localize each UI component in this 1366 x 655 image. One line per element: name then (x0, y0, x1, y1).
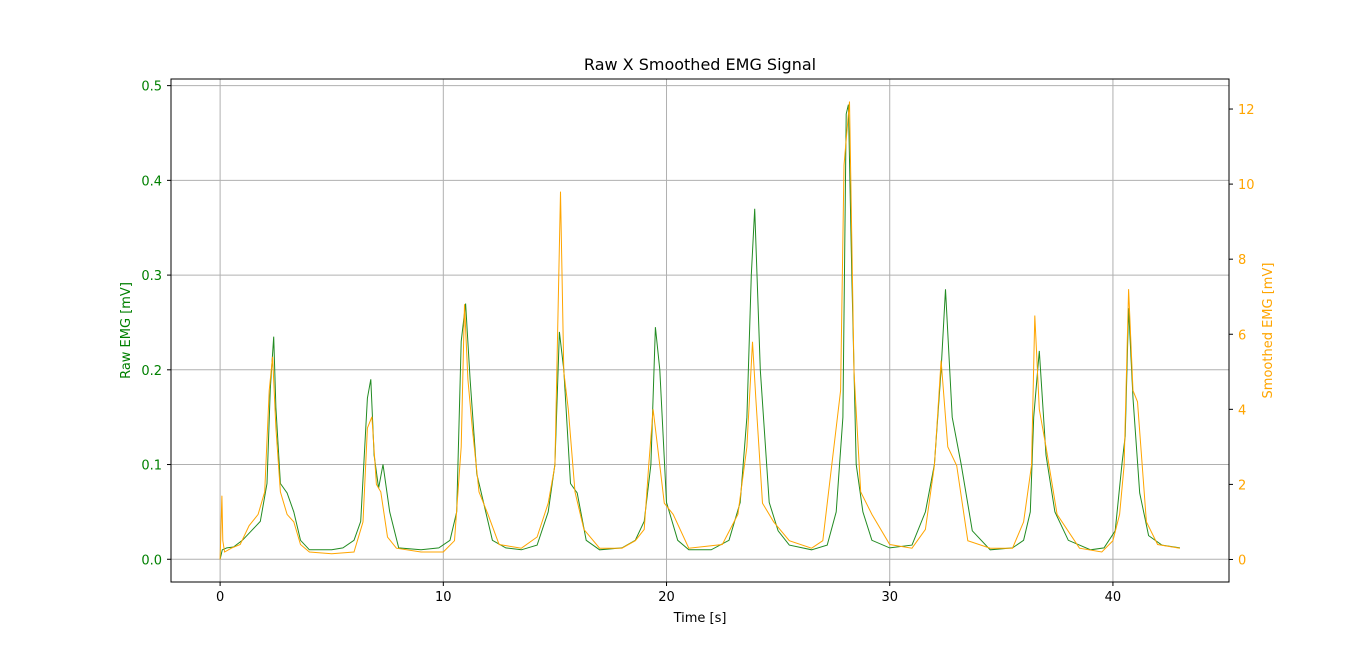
right-y-tick-label: 0 (1238, 553, 1246, 568)
right-y-tick-label: 12 (1238, 103, 1255, 118)
left-y-axis-ticks: 0.0 0.1 0.2 0.3 0.4 0.5 (141, 80, 171, 568)
x-tick-label: 20 (658, 590, 675, 605)
x-axis-title: Time [s] (673, 611, 727, 626)
right-y-tick-label: 6 (1238, 328, 1246, 343)
plot-frame (170, 78, 1230, 583)
grid-lines (171, 79, 1229, 582)
right-y-tick-label: 8 (1238, 253, 1246, 268)
x-axis-ticks: 0 10 20 30 40 (216, 582, 1121, 605)
x-tick-label: 10 (435, 590, 452, 605)
plot-area (219, 101, 1180, 560)
left-y-tick-label: 0.4 (141, 174, 162, 189)
raw-emg-line (219, 104, 1180, 560)
left-y-tick-label: 0.5 (141, 80, 162, 95)
right-y-tick-label: 4 (1238, 403, 1246, 418)
right-y-tick-label: 10 (1238, 178, 1255, 193)
left-y-axis-title: Raw EMG [mV] (119, 282, 134, 379)
left-y-tick-label: 0.1 (141, 459, 162, 474)
smoothed-emg-line (219, 101, 1180, 560)
right-y-tick-label: 2 (1238, 478, 1246, 493)
left-y-tick-label: 0.0 (141, 553, 162, 568)
x-tick-label: 0 (216, 590, 224, 605)
x-tick-label: 30 (881, 590, 898, 605)
chart-title: Raw X Smoothed EMG Signal (584, 55, 816, 74)
right-y-axis-title: Smoothed EMG [mV] (1261, 263, 1276, 399)
right-y-axis-ticks: 0 2 4 6 8 10 12 (1229, 103, 1255, 568)
x-tick-label: 40 (1105, 590, 1122, 605)
left-y-tick-label: 0.2 (141, 364, 162, 379)
left-y-tick-label: 0.3 (141, 269, 162, 284)
